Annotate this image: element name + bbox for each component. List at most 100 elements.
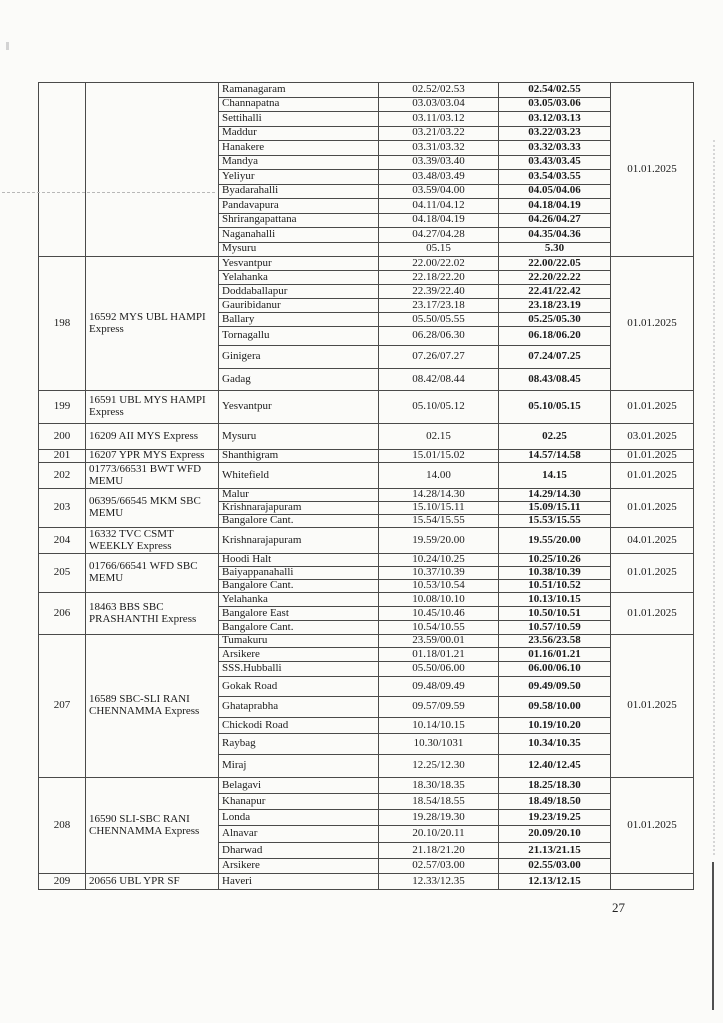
station-name-cell: Yesvantpur [218,390,379,424]
table-row: Chickodi Road 10.14/10.15 10.19/10.20 [39,717,694,734]
serial-number-cell: 202 [38,462,86,489]
date-cell: 01.01.2025 [610,256,694,391]
train-name-cell: 01766/66541 WFD SBC MEMU [85,553,219,593]
new-time-cell: 09.49/09.50 [498,676,611,697]
old-time-cell: 22.39/22.40 [378,284,499,299]
station-name-cell: Malur [218,488,379,502]
table-row: 203 06395/66545 MKM SBC MEMU Malur 14.28/14… [38,488,694,528]
old-time-cell: 22.18/22.20 [378,270,499,285]
station-name-cell: Gokak Road [218,676,379,697]
table-row: SSS.Hubballi 05.50/06.00 06.00/06.10 [39,661,694,677]
serial-number-cell: 201 [38,449,86,463]
old-time-cell: 10.30/1031 [378,733,499,755]
new-time-cell: 05.10/05.15 [498,390,611,424]
station-name-cell: Settihalli [218,111,379,127]
new-time-cell: 15.53/15.55 [498,514,611,528]
old-time-cell: 10.37/10.39 [378,566,499,580]
table-row: 198 16592 MYS UBL HAMPI Express Yesvantpur… [38,256,694,391]
station-name-cell: Londa [218,809,379,826]
serial-number-cell: 205 [38,553,86,593]
new-time-cell: 07.24/07.25 [498,345,611,369]
new-time-cell: 03.43/03.45 [498,154,611,170]
table-row: 207 16589 SBC-SLI RANI CHENNAMMA Express T… [38,634,694,778]
timetable-body: Ramanagaram 02.52/02.53 02.54/02.55 01.01.2… [38,82,694,890]
train-name-cell: 16209 AII MYS Express [85,423,219,450]
new-time-cell: 22.20/22.22 [498,270,611,285]
new-time-cell: 15.09/15.11 [498,501,611,515]
station-name-cell: Yeliyur [218,169,379,185]
station-name-cell: Whitefield [218,462,379,489]
new-time-cell: 10.13/10.15 [498,592,611,607]
table-row: Maddur 03.21/03.22 03.22/03.23 [39,125,694,141]
new-time-cell: 21.13/21.15 [498,842,611,859]
new-time-cell: 12.40/12.45 [498,754,611,778]
old-time-cell: 05.50/05.55 [378,312,499,327]
page-number: 27 [612,900,625,915]
station-name-cell: Arsikere [218,858,379,874]
table-row: Shrirangapattana 04.18/04.19 04.26/04.27 [39,212,694,228]
old-time-cell: 01.18/01.21 [378,647,499,662]
serial-number-cell: 204 [38,527,86,554]
new-time-cell: 03.12/03.13 [498,111,611,127]
station-name-cell: Arsikere [218,647,379,662]
table-row: Channapatna 03.03/03.04 03.05/03.06 [39,96,694,112]
serial-number-cell: 209 [38,873,86,890]
new-time-cell: 18.25/18.30 [498,777,611,794]
table-row: Pandavapura 04.11/04.12 04.18/04.19 [39,198,694,214]
station-name-cell: Byadarahalli [218,183,379,199]
date-cell: 01.01.2025 [610,553,694,593]
table-row: Bangalore Cant. 10.54/10.55 10.57/10.59 [39,620,694,635]
serial-number-cell: 199 [38,390,86,424]
old-time-cell: 10.14/10.15 [378,717,499,734]
serial-number-cell: 208 [38,777,86,874]
station-name-cell: Hanakere [218,140,379,156]
old-time-cell: 12.33/12.35 [378,873,499,890]
date-cell: 01.01.2025 [610,82,694,257]
station-name-cell: Tumakuru [218,634,379,648]
new-time-cell: 03.54/03.55 [498,169,611,185]
new-time-cell: 04.26/04.27 [498,212,611,228]
scan-artifact-speck [6,42,9,50]
table-row: Dharwad 21.18/21.20 21.13/21.15 [39,842,694,859]
new-time-cell: 10.38/10.39 [498,566,611,580]
serial-number-cell: 207 [38,634,86,778]
old-time-cell: 19.59/20.00 [378,527,499,554]
table-row: Mandya 03.39/03.40 03.43/03.45 [39,154,694,170]
table-row: Londa 19.28/19.30 19.23/19.25 [39,809,694,826]
station-name-cell: Bangalore Cant. [218,620,379,635]
station-name-cell: Belagavi [218,777,379,794]
serial-number-cell: 206 [38,592,86,635]
station-name-cell: Hoodi Halt [218,553,379,567]
new-time-cell: 02.54/02.55 [498,82,611,98]
new-time-cell: 05.25/05.30 [498,312,611,327]
new-time-cell: 10.57/10.59 [498,620,611,635]
table-row: Raybag 10.30/1031 10.34/10.35 [39,733,694,755]
station-name-cell: Krishnarajapuram [218,527,379,554]
train-timetable: Ramanagaram 02.52/02.53 02.54/02.55 01.01.2… [38,82,694,890]
train-name-cell: 16591 UBL MYS HAMPI Express [85,390,219,424]
old-time-cell: 21.18/21.20 [378,842,499,859]
table-row: Miraj 12.25/12.30 12.40/12.45 [39,754,694,778]
new-time-cell: 01.16/01.21 [498,647,611,662]
station-name-cell: Doddaballapur [218,284,379,299]
old-time-cell: 09.48/09.49 [378,676,499,697]
new-time-cell: 20.09/20.10 [498,825,611,843]
station-name-cell: Gadag [218,368,379,391]
station-name-cell: Bangalore Cant. [218,514,379,528]
table-row: Yeliyur 03.48/03.49 03.54/03.55 [39,169,694,185]
old-time-cell: 09.57/09.59 [378,696,499,718]
date-cell [610,873,694,890]
station-name-cell: Baiyappanahalli [218,566,379,580]
new-time-cell: 10.50/10.51 [498,606,611,621]
train-name-cell: 01773/66531 BWT WFD MEMU [85,462,219,489]
station-name-cell: Yelahanka [218,592,379,607]
table-row: 202 01773/66531 BWT WFD MEMU Whitefield 14.… [38,462,694,489]
station-name-cell: Krishnarajapuram [218,501,379,515]
old-time-cell: 02.15 [378,423,499,450]
new-time-cell: 04.05/04.06 [498,183,611,199]
table-row: 205 01766/66541 WFD SBC MEMU Hoodi Halt 10.… [38,553,694,593]
old-time-cell: 10.53/10.54 [378,579,499,593]
table-row: 206 18463 BBS SBC PRASHANTHI Express Yelah… [38,592,694,635]
old-time-cell: 10.54/10.55 [378,620,499,635]
new-time-cell: 10.51/10.52 [498,579,611,593]
